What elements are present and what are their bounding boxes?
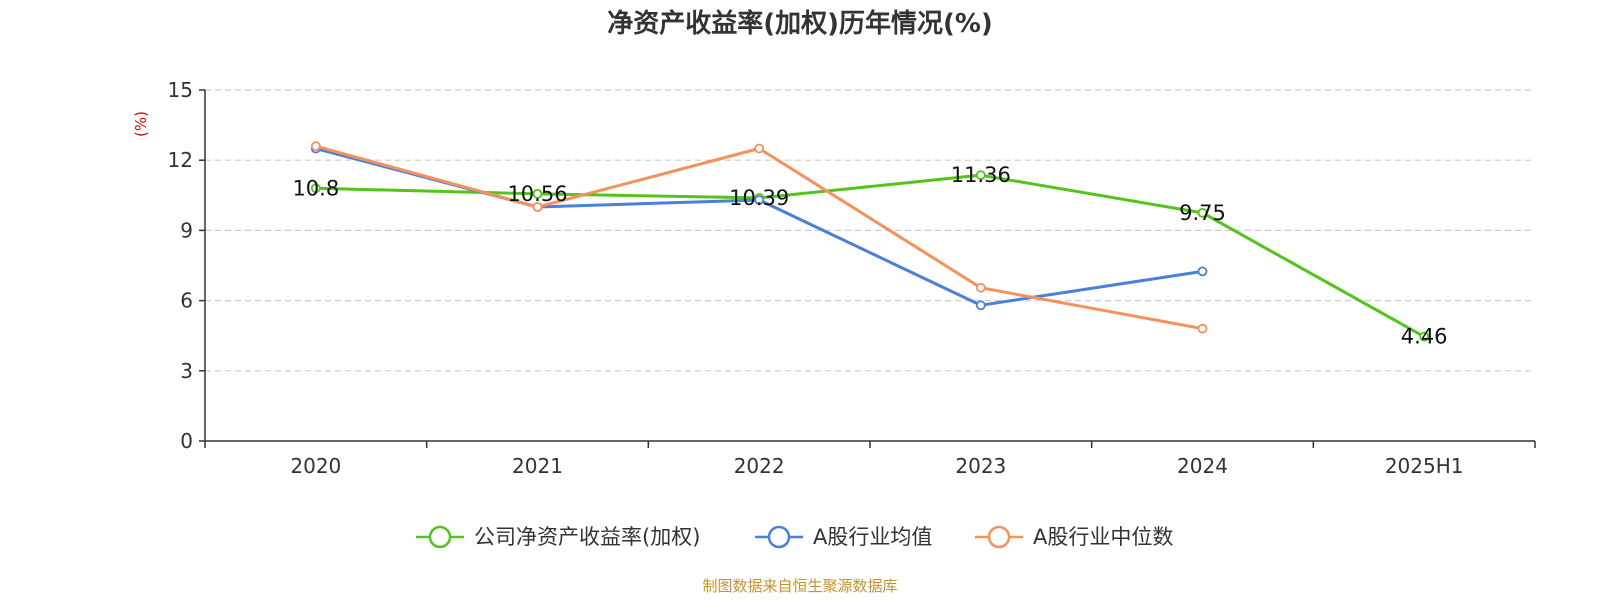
data-point — [532, 202, 543, 212]
data-point — [975, 282, 986, 293]
data-label: 4.46 — [1401, 325, 1448, 349]
y-tick-label: 0 — [180, 429, 193, 453]
x-tick-label: 2023 — [955, 454, 1006, 478]
legend-swatch-marker — [767, 525, 791, 549]
axes: 0 3 6 9 12 15 2020 2021 2022 2023 2024 2025H1 — [168, 78, 1536, 478]
series-line — [315, 147, 1203, 307]
data-point — [754, 195, 765, 205]
x-tick-label: 2020 — [290, 454, 341, 478]
y-tick-label: 6 — [180, 289, 193, 313]
y-tick-label: 12 — [168, 148, 193, 172]
data-labels: 10.8 10.56 10.39 11.36 9.75 4.46 — [292, 163, 1447, 348]
data-label: 10.39 — [729, 186, 789, 210]
data-label: 10.8 — [292, 176, 339, 200]
series-line — [315, 144, 1203, 331]
data-label: 9.75 — [1179, 201, 1226, 225]
legend-swatch-marker — [428, 525, 452, 549]
data-point — [1197, 266, 1208, 277]
y-tick-label: 3 — [180, 359, 193, 383]
series-lines — [310, 141, 1430, 342]
data-point — [310, 141, 321, 152]
source-note: 制图数据来自恒生聚源数据库 — [702, 577, 897, 595]
series-line — [315, 173, 1425, 338]
x-tick-label: 2021 — [512, 454, 563, 478]
x-tick-label: 2022 — [734, 454, 785, 478]
data-label: 11.36 — [951, 163, 1011, 187]
legend-label: A股行业均值 — [813, 525, 932, 549]
x-tick-label: 2025H1 — [1385, 454, 1464, 478]
legend-label: 公司净资产收益率(加权) — [474, 525, 700, 549]
legend: 公司净资产收益率(加权) A股行业均值 A股行业中位数 — [416, 525, 1173, 549]
data-label: 10.56 — [507, 182, 567, 206]
grid-lines — [205, 89, 1535, 372]
legend-swatch-marker — [987, 525, 1011, 549]
legend-label: A股行业中位数 — [1033, 525, 1173, 549]
chart-title: 净资产收益率(加权)历年情况(%) — [607, 8, 993, 39]
data-point — [1419, 331, 1430, 342]
data-point — [975, 170, 986, 181]
data-point — [1197, 323, 1208, 334]
data-point — [1197, 207, 1208, 218]
x-tick-label: 2024 — [1177, 454, 1228, 478]
data-point — [975, 300, 986, 311]
data-point — [532, 188, 543, 199]
y-axis-label: (%) — [132, 111, 150, 137]
y-tick-label: 9 — [180, 218, 193, 242]
data-point — [754, 143, 765, 154]
y-tick-label: 15 — [168, 78, 193, 102]
data-point — [310, 183, 321, 194]
